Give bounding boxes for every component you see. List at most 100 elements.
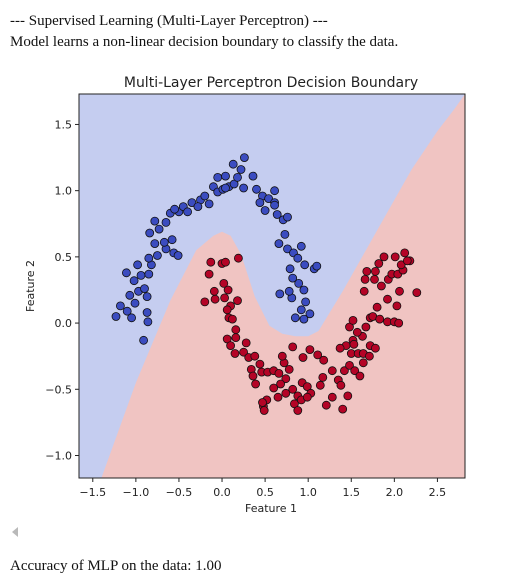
- class1-point: [230, 349, 240, 358]
- class1-point: [374, 259, 384, 268]
- class0-point: [129, 276, 139, 286]
- class1-point: [250, 351, 260, 361]
- class1-point: [274, 368, 284, 378]
- class0-point: [296, 241, 306, 251]
- class0-point: [144, 269, 154, 279]
- class0-point: [213, 172, 223, 182]
- class0-point: [280, 229, 290, 239]
- class0-point: [145, 228, 155, 238]
- class1-point: [327, 392, 337, 402]
- class0-point: [274, 239, 284, 249]
- class0-point: [111, 312, 121, 321]
- class0-point: [193, 202, 203, 212]
- class1-point: [251, 379, 261, 389]
- class1-point: [269, 383, 279, 393]
- class1-point: [372, 302, 382, 312]
- class1-point: [370, 343, 380, 353]
- scroll-left-icon[interactable]: [12, 527, 18, 537]
- class0-point: [116, 301, 125, 311]
- class0-point: [221, 171, 230, 181]
- class1-point: [281, 374, 291, 384]
- class0-point: [152, 251, 162, 260]
- output-line-title: --- Supervised Learning (Multi-Layer Per…: [10, 13, 328, 29]
- class0-point: [305, 309, 315, 319]
- class0-point: [288, 273, 298, 283]
- class1-point: [258, 398, 267, 407]
- class1-point: [338, 404, 348, 414]
- chart-title: Multi-Layer Perceptron Decision Boundary: [124, 75, 418, 91]
- x-tick-label: 1.0: [299, 486, 317, 499]
- class0-point: [299, 314, 309, 324]
- class0-point: [144, 253, 154, 263]
- class1-point: [288, 384, 298, 394]
- class0-point: [150, 239, 160, 249]
- class0-point: [136, 270, 146, 280]
- class1-point: [352, 327, 362, 337]
- class0-point: [133, 260, 143, 270]
- class0-point: [122, 306, 132, 316]
- class1-point: [293, 406, 303, 415]
- data-points: [111, 153, 422, 415]
- class0-point: [293, 253, 303, 263]
- class0-point: [255, 198, 265, 208]
- class1-point: [223, 285, 233, 295]
- class1-point: [376, 281, 386, 291]
- class1-point: [327, 366, 337, 376]
- class1-point: [255, 359, 265, 369]
- class1-point: [220, 293, 230, 303]
- x-tick-label: 1.5: [343, 486, 361, 499]
- y-axis-label: Feature 2: [24, 260, 37, 312]
- plot-area: [78, 93, 466, 479]
- class0-point: [294, 278, 304, 288]
- class1-point: [284, 364, 294, 374]
- class1-point: [412, 288, 422, 298]
- x-tick-label: −0.5: [166, 486, 193, 499]
- y-tick-label: 1.0: [55, 185, 73, 198]
- class0-point: [161, 217, 171, 227]
- class0-point: [260, 206, 270, 215]
- class0-point: [159, 237, 169, 247]
- y-tick-label: −1.0: [45, 449, 72, 462]
- class1-point: [395, 286, 404, 296]
- y-tick-label: 0.5: [55, 251, 73, 264]
- y-tick-label: 0.0: [55, 317, 73, 330]
- class1-point: [298, 353, 308, 362]
- class1-point: [343, 391, 353, 401]
- x-tick-label: 0.5: [256, 486, 274, 499]
- class1-point: [259, 406, 269, 415]
- class0-point: [284, 286, 294, 296]
- class1-point: [336, 380, 346, 390]
- class1-point: [200, 297, 210, 307]
- class0-point: [142, 308, 152, 317]
- class1-point: [281, 388, 291, 398]
- class0-point: [204, 199, 214, 209]
- class1-point: [318, 372, 328, 382]
- x-axis-label: Feature 1: [245, 502, 297, 515]
- class1-point: [370, 266, 380, 276]
- class0-point: [122, 268, 131, 278]
- class1-point: [321, 400, 331, 410]
- class1-point: [233, 253, 243, 263]
- output-line-description: Model learns a non-linear decision bound…: [10, 34, 399, 50]
- class0-point: [300, 260, 310, 270]
- class0-point: [142, 292, 152, 302]
- class0-point: [127, 313, 137, 323]
- class1-point: [239, 347, 249, 357]
- class0-point: [125, 290, 135, 300]
- class0-point: [290, 313, 300, 323]
- class1-point: [335, 343, 345, 353]
- class1-point: [315, 380, 325, 390]
- class0-point: [233, 172, 242, 182]
- class1-point: [248, 371, 258, 381]
- class1-point: [379, 252, 389, 262]
- class1-point: [302, 392, 312, 402]
- class0-point: [221, 183, 230, 193]
- class0-point: [139, 335, 149, 345]
- class1-point: [222, 305, 232, 315]
- class0-point: [270, 186, 280, 196]
- class1-point: [206, 257, 216, 267]
- class1-point: [350, 366, 360, 376]
- class0-point: [272, 210, 282, 219]
- class1-point: [276, 379, 286, 389]
- y-axis-ticks: −1.0 −0.5 0.0 0.5 1.0 1.5: [45, 118, 79, 462]
